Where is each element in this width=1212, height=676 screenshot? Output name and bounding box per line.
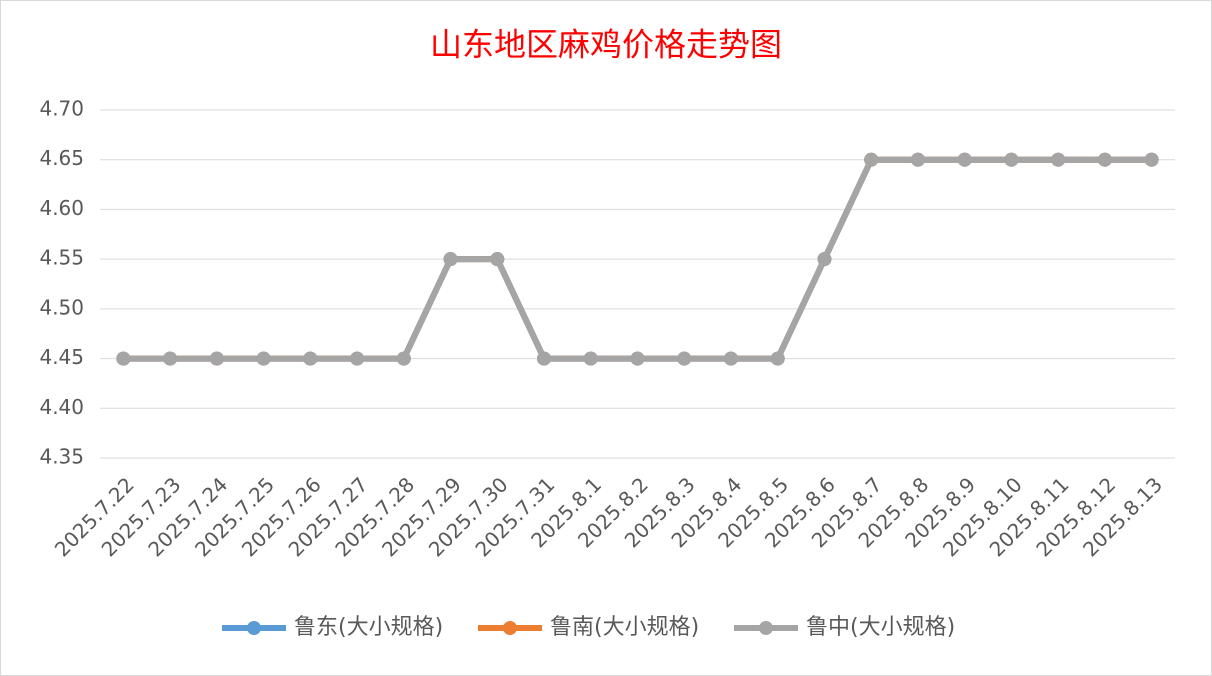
y-tick-label: 4.65 bbox=[39, 146, 84, 170]
y-tick-label: 4.45 bbox=[39, 345, 84, 369]
point bbox=[957, 152, 972, 167]
point bbox=[163, 351, 178, 366]
point bbox=[1004, 152, 1019, 167]
point bbox=[770, 351, 785, 366]
legend-label: 鲁南(大小规格) bbox=[550, 615, 699, 640]
y-tick-label: 4.55 bbox=[39, 246, 84, 270]
point bbox=[350, 351, 365, 366]
y-tick-label: 4.70 bbox=[39, 97, 84, 121]
point bbox=[303, 351, 318, 366]
point bbox=[537, 351, 552, 366]
point bbox=[583, 351, 598, 366]
legend-label: 鲁东(大小规格) bbox=[294, 615, 443, 640]
point bbox=[630, 351, 645, 366]
point bbox=[817, 252, 832, 267]
y-tick-label: 4.35 bbox=[39, 445, 84, 469]
point bbox=[443, 252, 458, 267]
chart-title: 山东地区麻鸡价格走势图 bbox=[430, 26, 782, 64]
point bbox=[1051, 152, 1066, 167]
y-tick-label: 4.50 bbox=[39, 295, 84, 319]
y-tick-label: 4.40 bbox=[39, 395, 84, 419]
legend-marker bbox=[503, 621, 517, 635]
point bbox=[1144, 152, 1159, 167]
point bbox=[1097, 152, 1112, 167]
point bbox=[723, 351, 738, 366]
point bbox=[910, 152, 925, 167]
point bbox=[209, 351, 224, 366]
point bbox=[256, 351, 271, 366]
legend-label: 鲁中(大小规格) bbox=[806, 615, 955, 640]
point bbox=[677, 351, 692, 366]
legend-marker bbox=[247, 621, 261, 635]
point bbox=[490, 252, 505, 267]
point bbox=[396, 351, 411, 366]
point bbox=[116, 351, 131, 366]
y-tick-label: 4.60 bbox=[39, 196, 84, 220]
point bbox=[864, 152, 879, 167]
legend-marker bbox=[759, 621, 773, 635]
